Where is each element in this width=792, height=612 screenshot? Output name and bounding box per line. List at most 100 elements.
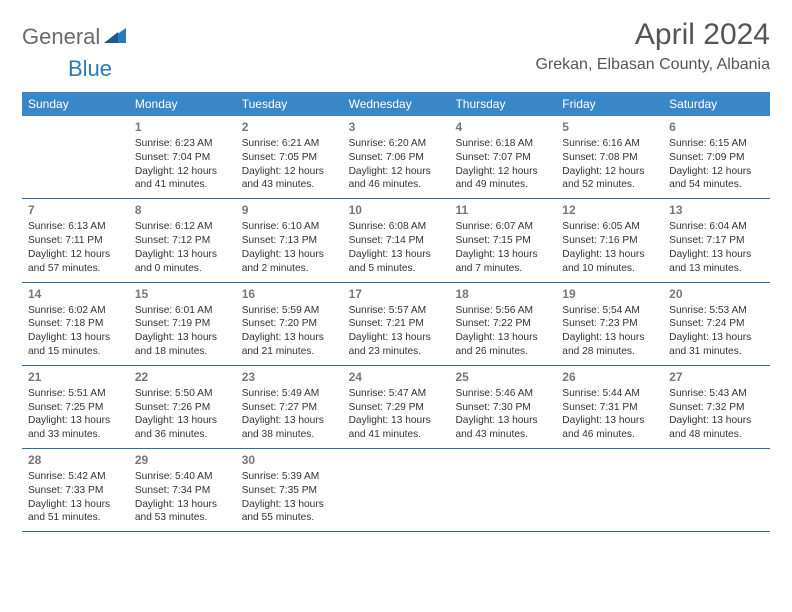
sunrise-line: Sunrise: 5:59 AM bbox=[242, 304, 337, 318]
day-header: Saturday bbox=[663, 92, 770, 116]
week-row: 21Sunrise: 5:51 AMSunset: 7:25 PMDayligh… bbox=[22, 366, 770, 449]
day-number: 18 bbox=[455, 286, 550, 302]
empty-cell bbox=[663, 449, 770, 531]
daylight-line: Daylight: 13 hours and 53 minutes. bbox=[135, 498, 230, 526]
daylight-line: Daylight: 13 hours and 21 minutes. bbox=[242, 331, 337, 359]
day-cell: 4Sunrise: 6:18 AMSunset: 7:07 PMDaylight… bbox=[449, 116, 556, 198]
logo-text-blue: Blue bbox=[68, 56, 112, 81]
day-cell: 20Sunrise: 5:53 AMSunset: 7:24 PMDayligh… bbox=[663, 283, 770, 365]
daylight-line: Daylight: 13 hours and 48 minutes. bbox=[669, 414, 764, 442]
day-number: 30 bbox=[242, 452, 337, 468]
day-cell: 19 Sunrise: 5:54 AMSunset: 7:23 PMDayligh… bbox=[556, 283, 663, 365]
day-cell: 22Sunrise: 5:50 AMSunset: 7:26 PMDayligh… bbox=[129, 366, 236, 448]
daylight-line: Daylight: 13 hours and 31 minutes. bbox=[669, 331, 764, 359]
sunset-line: Sunset: 7:16 PM bbox=[562, 234, 657, 248]
sunset-line: Sunset: 7:30 PM bbox=[455, 401, 550, 415]
sunrise-line: Sunrise: 6:12 AM bbox=[135, 220, 230, 234]
sunset-line: Sunset: 7:14 PM bbox=[349, 234, 444, 248]
day-cell: 8Sunrise: 6:12 AMSunset: 7:12 PMDaylight… bbox=[129, 199, 236, 281]
day-cell: 2Sunrise: 6:21 AMSunset: 7:05 PMDaylight… bbox=[236, 116, 343, 198]
sunset-line: Sunset: 7:22 PM bbox=[455, 317, 550, 331]
day-header-row: SundayMondayTuesdayWednesdayThursdayFrid… bbox=[22, 92, 770, 116]
day-header: Monday bbox=[129, 92, 236, 116]
day-number: 3 bbox=[349, 119, 444, 135]
sunrise-line: Sunrise: 6:05 AM bbox=[562, 220, 657, 234]
sunrise-line: Sunrise: 5:56 AM bbox=[455, 304, 550, 318]
empty-cell bbox=[449, 449, 556, 531]
day-cell: 6 Sunrise: 6:15 AMSunset: 7:09 PMDaylight… bbox=[663, 116, 770, 198]
day-cell: 28Sunrise: 5:42 AMSunset: 7:33 PMDayligh… bbox=[22, 449, 129, 531]
day-number: 29 bbox=[135, 452, 230, 468]
daylight-line: Daylight: 13 hours and 28 minutes. bbox=[562, 331, 657, 359]
day-cell: 7 Sunrise: 6:13 AMSunset: 7:11 PMDaylight… bbox=[22, 199, 129, 281]
sunrise-line: Sunrise: 6:10 AM bbox=[242, 220, 337, 234]
sunset-line: Sunset: 7:26 PM bbox=[135, 401, 230, 415]
day-number: 20 bbox=[669, 286, 764, 302]
sunrise-line: Sunrise: 6:15 AM bbox=[669, 137, 764, 151]
day-cell: 17Sunrise: 5:57 AMSunset: 7:21 PMDayligh… bbox=[343, 283, 450, 365]
sunset-line: Sunset: 7:27 PM bbox=[242, 401, 337, 415]
day-number: 25 bbox=[455, 369, 550, 385]
sunset-line: Sunset: 7:05 PM bbox=[242, 151, 337, 165]
daylight-line: Daylight: 13 hours and 15 minutes. bbox=[28, 331, 123, 359]
daylight-line: Daylight: 13 hours and 46 minutes. bbox=[562, 414, 657, 442]
sunset-line: Sunset: 7:21 PM bbox=[349, 317, 444, 331]
day-cell: 16 Sunrise: 5:59 AMSunset: 7:20 PMDayligh… bbox=[236, 283, 343, 365]
day-number: 8 bbox=[135, 202, 230, 218]
calendar: SundayMondayTuesdayWednesdayThursdayFrid… bbox=[22, 92, 770, 532]
daylight-line: Daylight: 13 hours and 5 minutes. bbox=[349, 248, 444, 276]
sunset-line: Sunset: 7:11 PM bbox=[28, 234, 123, 248]
day-cell: 13Sunrise: 6:04 AMSunset: 7:17 PMDayligh… bbox=[663, 199, 770, 281]
sunset-line: Sunset: 7:09 PM bbox=[669, 151, 764, 165]
day-number: 19 bbox=[562, 286, 657, 302]
sunrise-line: Sunrise: 6:13 AM bbox=[28, 220, 123, 234]
day-number: 16 bbox=[242, 286, 337, 302]
day-number: 21 bbox=[28, 369, 123, 385]
sunset-line: Sunset: 7:31 PM bbox=[562, 401, 657, 415]
sunrise-line: Sunrise: 6:18 AM bbox=[455, 137, 550, 151]
day-number: 7 bbox=[28, 202, 123, 218]
day-cell: 29 Sunrise: 5:40 AMSunset: 7:34 PMDayligh… bbox=[129, 449, 236, 531]
day-number: 11 bbox=[455, 202, 550, 218]
day-cell: 24Sunrise: 5:47 AMSunset: 7:29 PMDayligh… bbox=[343, 366, 450, 448]
sunset-line: Sunset: 7:06 PM bbox=[349, 151, 444, 165]
day-number: 9 bbox=[242, 202, 337, 218]
logo-text-general: General bbox=[22, 24, 100, 50]
sunset-line: Sunset: 7:34 PM bbox=[135, 484, 230, 498]
day-number: 26 bbox=[562, 369, 657, 385]
week-row: 1Sunrise: 6:23 AMSunset: 7:04 PMDaylight… bbox=[22, 116, 770, 199]
empty-cell bbox=[556, 449, 663, 531]
day-number: 14 bbox=[28, 286, 123, 302]
daylight-line: Daylight: 13 hours and 36 minutes. bbox=[135, 414, 230, 442]
empty-cell bbox=[22, 116, 129, 198]
daylight-line: Daylight: 12 hours and 54 minutes. bbox=[669, 165, 764, 193]
daylight-line: Daylight: 13 hours and 18 minutes. bbox=[135, 331, 230, 359]
sunrise-line: Sunrise: 5:50 AM bbox=[135, 387, 230, 401]
day-cell: 21Sunrise: 5:51 AMSunset: 7:25 PMDayligh… bbox=[22, 366, 129, 448]
daylight-line: Daylight: 12 hours and 52 minutes. bbox=[562, 165, 657, 193]
day-cell: 9Sunrise: 6:10 AMSunset: 7:13 PMDaylight… bbox=[236, 199, 343, 281]
day-cell: 3Sunrise: 6:20 AMSunset: 7:06 PMDaylight… bbox=[343, 116, 450, 198]
sunset-line: Sunset: 7:17 PM bbox=[669, 234, 764, 248]
daylight-line: Daylight: 12 hours and 41 minutes. bbox=[135, 165, 230, 193]
day-cell: 10Sunrise: 6:08 AMSunset: 7:14 PMDayligh… bbox=[343, 199, 450, 281]
week-row: 14Sunrise: 6:02 AMSunset: 7:18 PMDayligh… bbox=[22, 283, 770, 366]
sunrise-line: Sunrise: 5:44 AM bbox=[562, 387, 657, 401]
sunrise-line: Sunrise: 5:54 AM bbox=[562, 304, 657, 318]
sunset-line: Sunset: 7:23 PM bbox=[562, 317, 657, 331]
daylight-line: Daylight: 12 hours and 46 minutes. bbox=[349, 165, 444, 193]
sunrise-line: Sunrise: 5:42 AM bbox=[28, 470, 123, 484]
daylight-line: Daylight: 13 hours and 7 minutes. bbox=[455, 248, 550, 276]
sunrise-line: Sunrise: 5:40 AM bbox=[135, 470, 230, 484]
sunset-line: Sunset: 7:24 PM bbox=[669, 317, 764, 331]
sunrise-line: Sunrise: 6:23 AM bbox=[135, 137, 230, 151]
daylight-line: Daylight: 12 hours and 57 minutes. bbox=[28, 248, 123, 276]
day-number: 6 bbox=[669, 119, 764, 135]
day-header: Wednesday bbox=[343, 92, 450, 116]
daylight-line: Daylight: 13 hours and 55 minutes. bbox=[242, 498, 337, 526]
sunset-line: Sunset: 7:20 PM bbox=[242, 317, 337, 331]
day-cell: 30Sunrise: 5:39 AMSunset: 7:35 PMDayligh… bbox=[236, 449, 343, 531]
day-cell: 12Sunrise: 6:05 AMSunset: 7:16 PMDayligh… bbox=[556, 199, 663, 281]
sunset-line: Sunset: 7:32 PM bbox=[669, 401, 764, 415]
daylight-line: Daylight: 13 hours and 41 minutes. bbox=[349, 414, 444, 442]
